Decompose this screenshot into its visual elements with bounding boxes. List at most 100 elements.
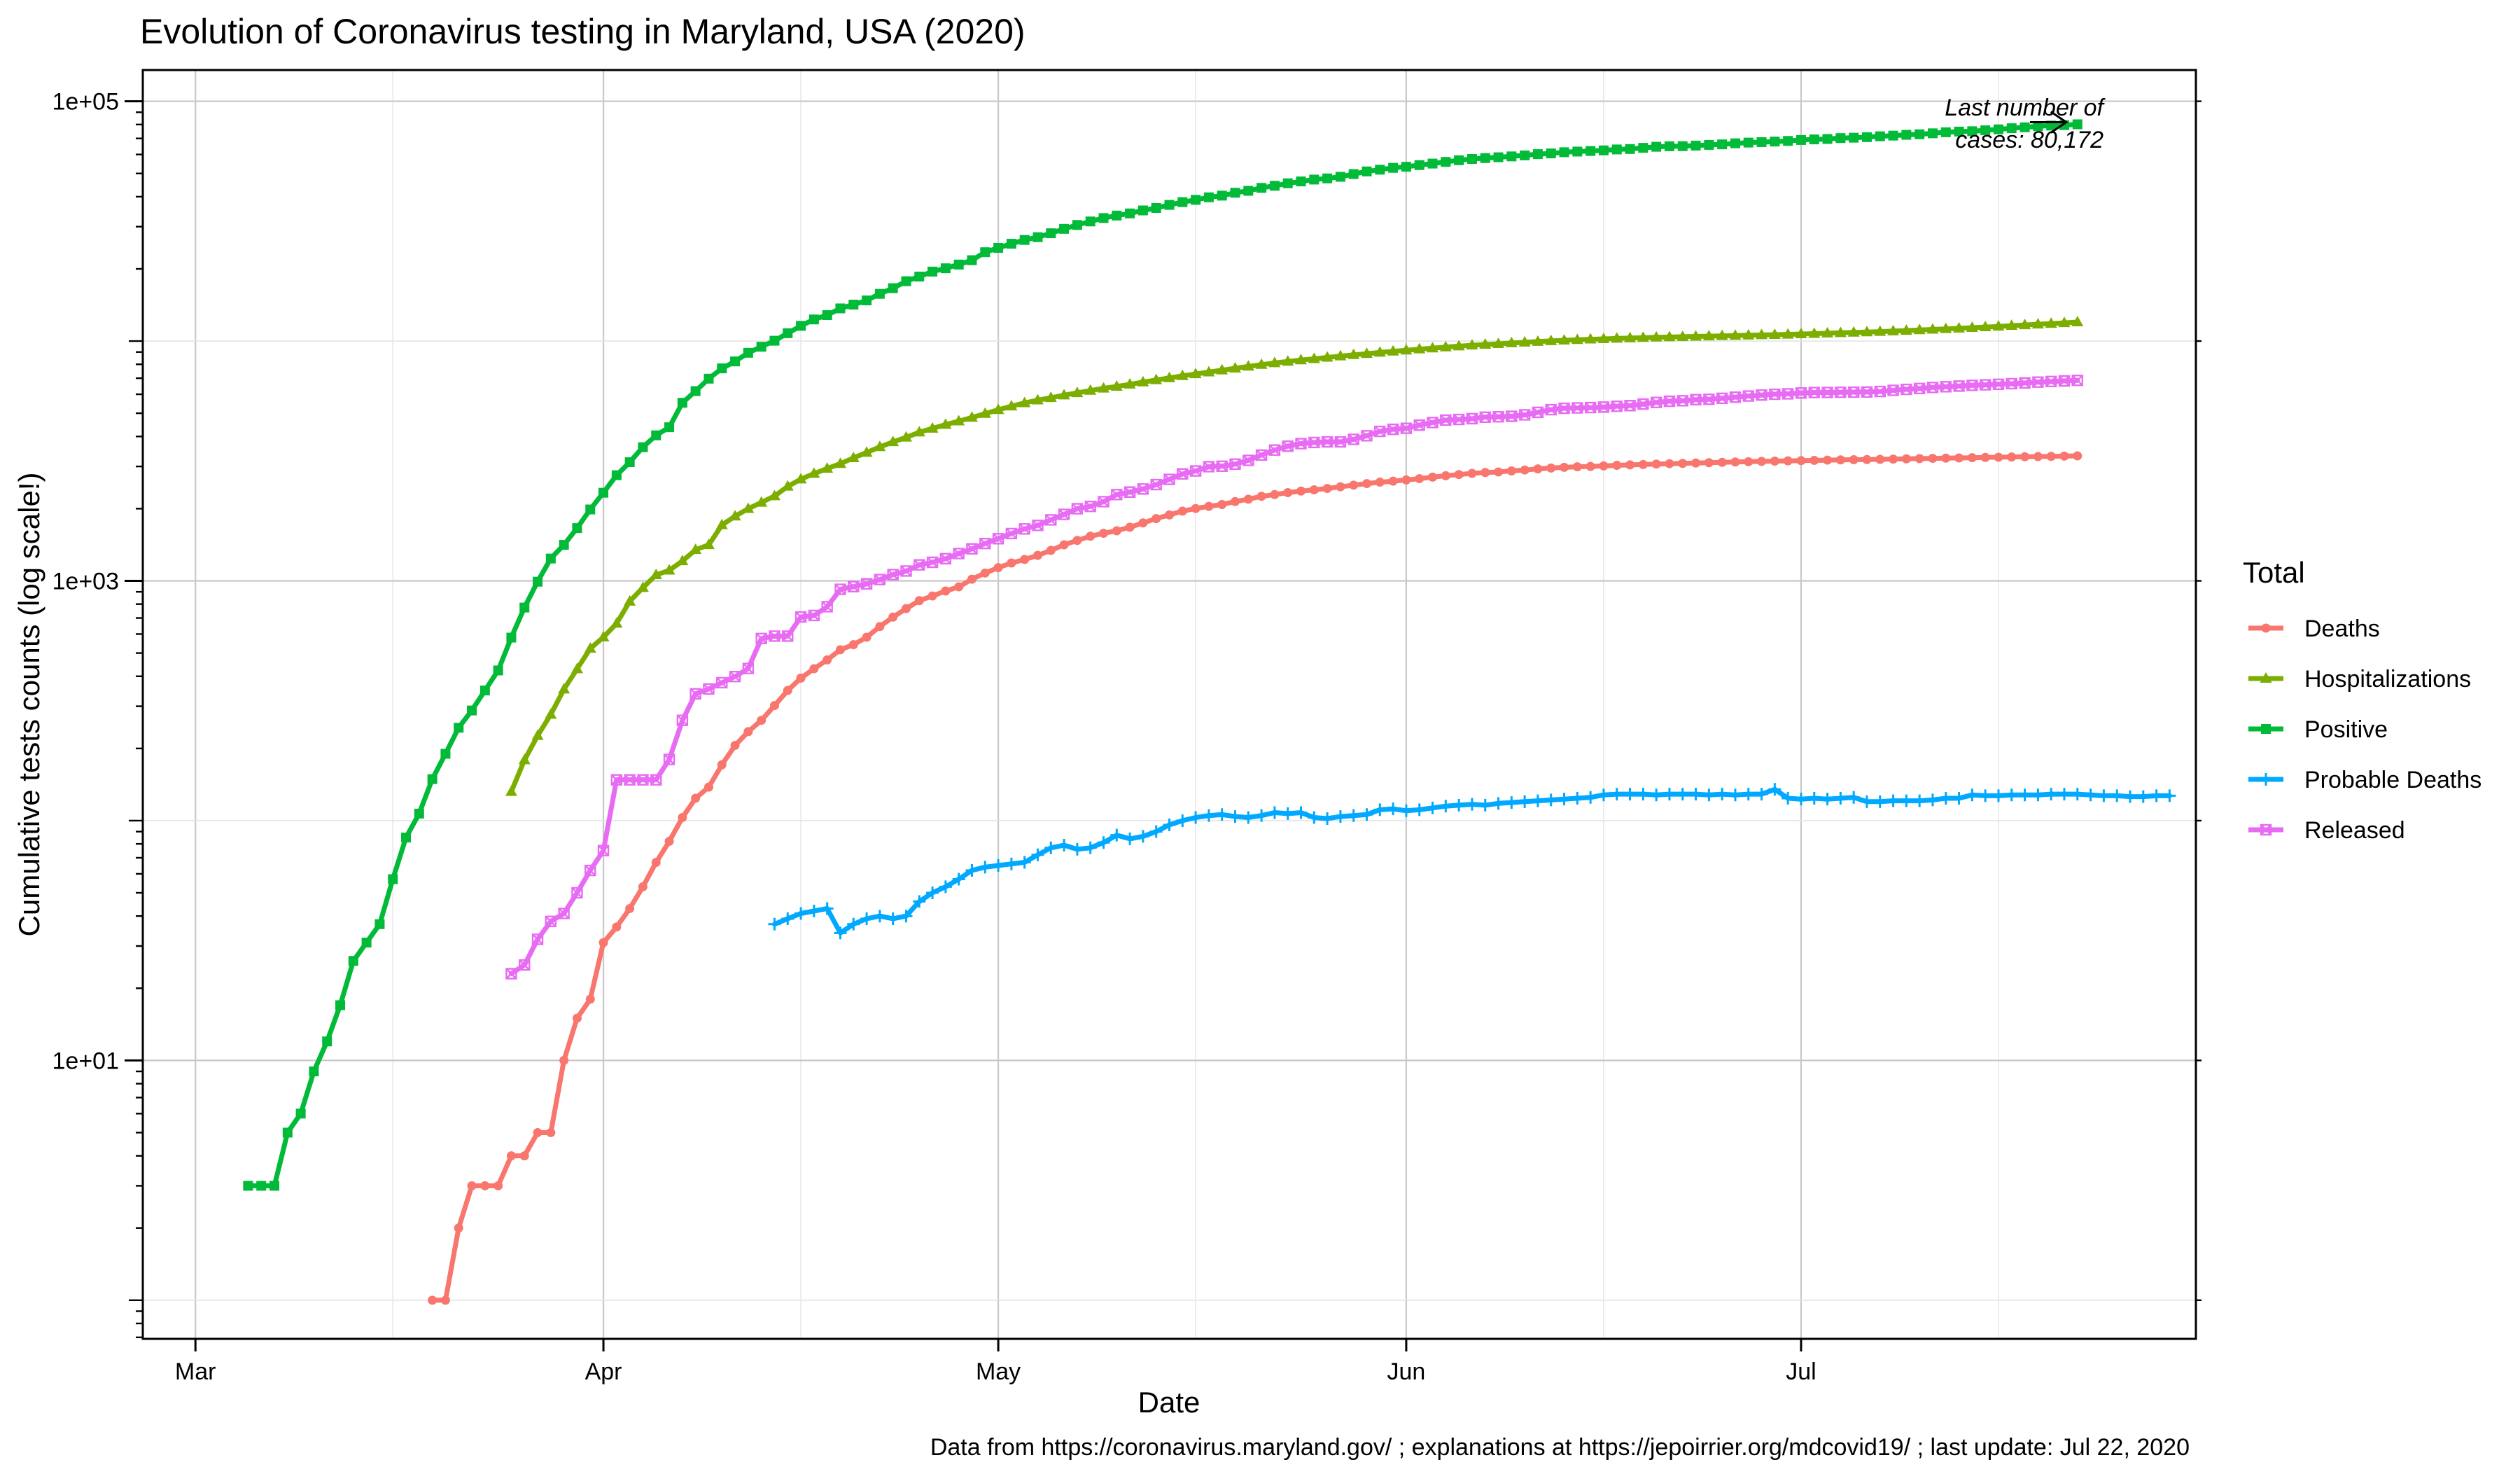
data-point — [756, 342, 766, 352]
y-tick-label: 1e+03 — [52, 569, 120, 595]
data-point — [1783, 456, 1793, 466]
data-point — [1031, 848, 1044, 861]
data-point — [848, 640, 858, 650]
data-point — [348, 956, 358, 966]
data-point — [1611, 400, 1623, 412]
data-point — [993, 563, 1003, 573]
data-point — [1373, 346, 1386, 357]
data-point — [1045, 514, 1057, 526]
data-point — [1046, 545, 1056, 555]
data-point — [1428, 472, 1438, 482]
data-point — [926, 556, 939, 569]
x-axis-label: Date — [1138, 1386, 1200, 1419]
legend-item: Positive — [2248, 716, 2388, 743]
data-point — [1783, 136, 1793, 146]
data-point — [2150, 789, 2163, 802]
data-point — [518, 753, 531, 765]
data-point — [1808, 327, 1821, 338]
data-point — [781, 480, 794, 491]
data-point — [1597, 401, 1610, 413]
data-point — [1084, 384, 1097, 395]
data-point — [730, 740, 740, 750]
legend-key-marker — [2261, 623, 2271, 633]
data-point — [888, 612, 898, 622]
data-point — [2018, 788, 2031, 802]
data-point — [1926, 323, 1939, 334]
data-point — [1046, 228, 1056, 239]
data-point — [1861, 132, 1872, 142]
data-point — [1348, 348, 1360, 359]
gridlines — [143, 70, 2196, 1339]
legend-key-marker — [2260, 823, 2272, 836]
data-point — [691, 793, 701, 803]
data-point — [440, 749, 451, 759]
data-point — [1598, 145, 1609, 155]
data-point — [1138, 518, 1148, 528]
data-point — [2110, 789, 2124, 802]
data-point — [678, 813, 687, 823]
data-point — [690, 543, 702, 555]
data-point — [558, 908, 570, 919]
data-point — [636, 581, 649, 592]
data-point — [282, 1127, 293, 1138]
data-point — [1531, 794, 1544, 807]
data-point — [862, 632, 872, 642]
data-point — [1702, 330, 1715, 341]
chart-caption: Data from https://coronavirus.maryland.g… — [930, 1434, 2190, 1461]
data-point — [1322, 173, 1333, 183]
data-point — [571, 887, 583, 899]
data-point — [888, 283, 898, 293]
data-point — [1098, 529, 1108, 538]
data-point — [1229, 361, 1242, 373]
data-point — [1730, 457, 1740, 467]
data-point — [835, 303, 846, 314]
data-point — [1242, 811, 1255, 824]
data-point — [1610, 788, 1623, 801]
data-point — [637, 774, 649, 786]
series-layer — [243, 119, 2176, 1305]
data-point — [545, 553, 556, 564]
data-point — [1282, 178, 1293, 188]
data-point — [1176, 814, 1189, 827]
data-point — [2045, 788, 2058, 801]
data-point — [1728, 788, 1742, 802]
data-point — [1084, 841, 1097, 854]
data-point — [2020, 452, 2030, 461]
data-point — [2019, 122, 2030, 132]
series-hospitalizations — [505, 315, 2084, 796]
data-point — [2059, 451, 2069, 461]
data-point — [1059, 540, 1069, 550]
data-point — [1296, 176, 1306, 187]
data-point — [1018, 523, 1030, 535]
data-point — [1005, 527, 1018, 540]
data-point — [1808, 387, 1820, 398]
data-point — [1414, 160, 1424, 170]
data-point — [1004, 857, 1018, 870]
data-point — [1124, 377, 1136, 389]
data-point — [1809, 134, 1819, 145]
data-point — [1400, 422, 1413, 434]
data-point — [1676, 788, 1689, 801]
y-tick-label: 1e+01 — [52, 1048, 120, 1074]
data-point — [1821, 793, 1834, 806]
data-point — [1849, 132, 1859, 143]
data-point — [834, 926, 847, 940]
data-point — [1690, 394, 1702, 405]
data-point — [1980, 125, 1991, 136]
legend-item: Released — [2248, 817, 2405, 844]
data-point — [1217, 500, 1227, 510]
data-point — [1966, 380, 1978, 391]
series-line — [430, 453, 2080, 1303]
data-point — [1136, 830, 1149, 843]
data-point — [1795, 134, 1806, 145]
legend-title: Total — [2243, 556, 2305, 589]
data-point — [676, 555, 689, 566]
data-point — [992, 859, 1005, 872]
series-line — [245, 122, 2080, 1188]
data-point — [768, 917, 781, 931]
series-deaths — [428, 451, 2082, 1305]
data-point — [1729, 391, 1742, 403]
x-tick-label: May — [976, 1358, 1021, 1385]
data-point — [1822, 134, 1833, 144]
data-point — [757, 716, 766, 725]
